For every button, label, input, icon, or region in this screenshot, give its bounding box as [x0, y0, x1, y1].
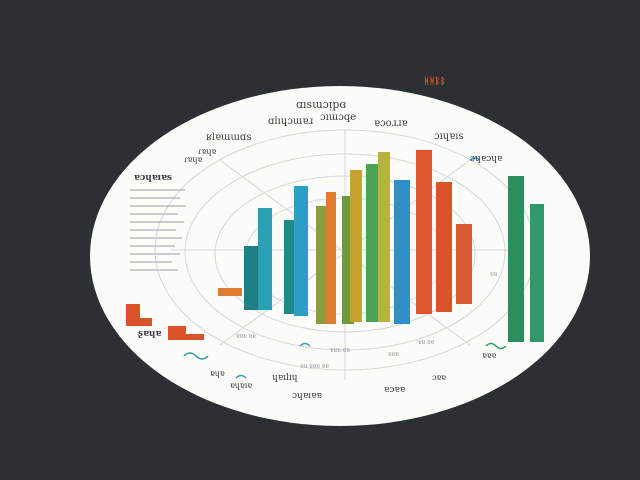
decorative-bar — [530, 204, 544, 342]
scribble: ɐɐ ɐɐɐ ɐɐ — [300, 363, 329, 370]
scribble: ɐɐ ɐɐ — [418, 339, 435, 346]
corner-mark: ᚻᚻᛒᛒ — [424, 76, 446, 87]
scribble: ɐɐɐ ɐɐ — [330, 347, 350, 354]
label-bottom-mid: ɥɐılıɥ — [272, 373, 298, 383]
label-left-small-2: ɾɐɥɐ — [184, 155, 203, 164]
decor-icons — [183, 157, 507, 379]
wave-icon — [299, 342, 311, 347]
scribble: ɐɐɐ — [388, 351, 399, 358]
label-right-mid: ɔɥɐɔɥɐ — [470, 154, 503, 164]
label-sub-left: ɑlıɥɔɯɐɹ — [268, 116, 313, 127]
decorative-bar — [244, 246, 258, 310]
decorative-bar — [258, 208, 272, 310]
orange-small-bar — [218, 288, 242, 296]
label-sub-right: ɐɔoɹɹɐ — [374, 118, 408, 129]
decorative-bar — [508, 176, 524, 342]
bar-chart-illustration — [244, 150, 544, 342]
label-bottom-right: ɐɔɐɐ — [384, 385, 406, 395]
wave-icon — [485, 342, 507, 350]
decorative-bar — [394, 180, 410, 324]
decorative-bar — [350, 170, 362, 322]
decorative-bar — [326, 192, 336, 324]
label-left-upper: ʁlɐɯɯɑs — [206, 132, 251, 143]
left-text-block — [130, 189, 186, 271]
scribble: ɐɐ — [490, 271, 498, 278]
label-left-small: ɾɐɥɐ — [198, 147, 217, 156]
decorative-bar — [294, 186, 308, 316]
label-top-title: ɑısɯɔᴉpɞ — [296, 98, 346, 111]
wave-icon — [469, 157, 481, 161]
decorative-bar — [456, 224, 472, 304]
scribble: ɐɐɐ ɐɐ — [236, 333, 256, 340]
orange-step-shape-right — [168, 326, 204, 340]
label-sub-mid: ɔıɯɔqe — [320, 112, 356, 123]
label-bottom-far-right: ɔɐɐ — [432, 373, 446, 382]
orange-step-shape-left — [126, 304, 152, 326]
tiny-scribbles: ɐɐ ɐɐɐ ɐɐ ɐɐɐ ɐɐ ɐɐɐ ɐɐ ɐɐ ɐɐɐ ɐɐ ɐɐ — [236, 271, 498, 370]
label-right-small: ɐɐɐ — [482, 351, 497, 360]
label-bottom-left-2: ɐɥɐıɐ — [230, 381, 252, 390]
labels: ɑısɯɔᴉpɞ ɑlıɥɔɯɐɹ ɔıɯɔqe ɐɔoɹɹɐ ʁlɐɯɯɑs … — [134, 98, 503, 401]
decorative-bar — [378, 152, 390, 322]
label-left-orange: ʂɐɥɐ — [138, 329, 161, 339]
decorative-bar — [436, 182, 452, 312]
decorative-bar — [316, 206, 328, 324]
label-right-upper: ɔıɥɐıs — [434, 131, 464, 142]
decorative-bar — [416, 150, 432, 314]
decorative-bar — [284, 220, 296, 314]
decorative-bar — [366, 164, 378, 322]
label-bottom-left-1: ɐɥɐ — [210, 369, 225, 378]
wave-icon — [183, 352, 209, 360]
wave-icon — [235, 374, 247, 379]
label-bottom-center: ɔɥɐıɐɐ — [292, 391, 322, 401]
label-left-block: ɐɔɥɐıɐs — [134, 173, 172, 183]
